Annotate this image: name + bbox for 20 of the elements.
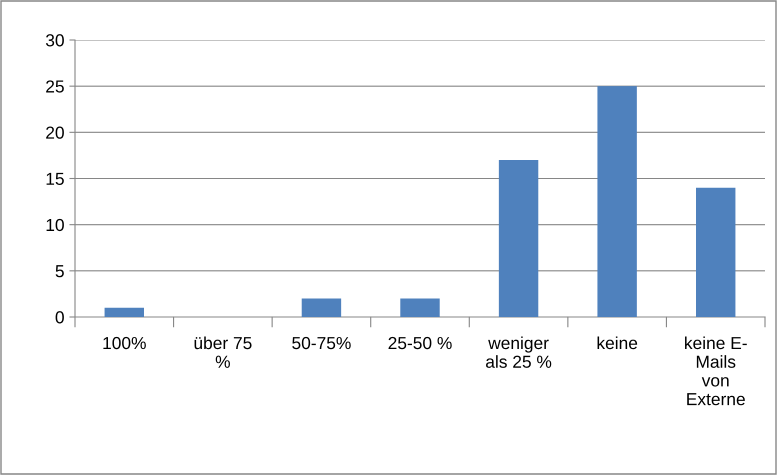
x-tick-label: weniger als 25 % — [486, 336, 552, 368]
y-tick-label: 0 — [56, 311, 64, 324]
x-tick-label: 25-50 % — [388, 336, 452, 350]
bar — [302, 298, 342, 317]
bar — [597, 86, 637, 317]
y-tick-label: 5 — [56, 265, 64, 278]
y-tick-label: 30 — [46, 34, 64, 46]
x-tick-label: keine E-Mails von Externe — [685, 336, 747, 406]
x-tick-label: keine — [598, 336, 638, 350]
bar — [104, 308, 144, 317]
x-tick-label: 50-75% — [292, 336, 351, 350]
y-tick-label: 25 — [46, 80, 64, 93]
bar — [400, 298, 440, 317]
bar — [696, 188, 736, 317]
y-tick-label: 15 — [46, 172, 64, 185]
bar — [498, 160, 538, 317]
y-tick-label: 10 — [46, 218, 64, 232]
x-tick-label: über 75 % — [194, 336, 252, 368]
y-tick-label: 20 — [46, 126, 64, 139]
x-tick-label: 100% — [103, 336, 146, 350]
